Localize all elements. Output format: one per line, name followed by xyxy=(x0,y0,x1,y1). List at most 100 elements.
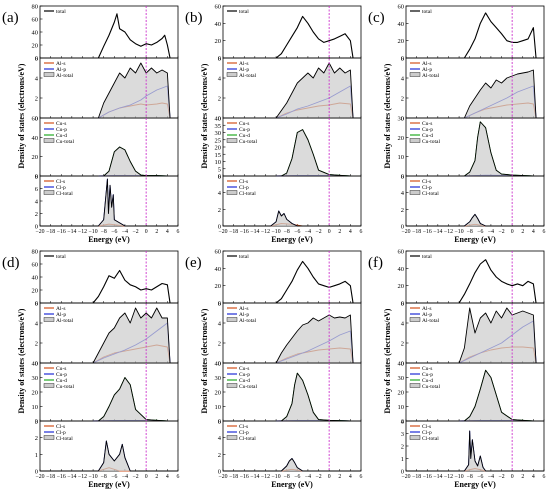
y-tick-label: 2 xyxy=(218,452,221,459)
y-tick-label: 0 xyxy=(218,469,221,476)
x-tick-label: 0 xyxy=(511,474,514,480)
x-tick-label: −10 xyxy=(455,229,464,235)
legend-label: Al-total xyxy=(239,318,257,324)
y-tick-label: 10 xyxy=(32,404,39,411)
y-tick-label: 0 xyxy=(218,361,221,368)
legend-label: Cl-total xyxy=(239,436,256,442)
y-tick-label: 35 xyxy=(215,123,222,130)
series-line xyxy=(92,307,171,364)
x-tick-label: −16 xyxy=(57,474,66,480)
y-tick-label: 2 xyxy=(35,435,38,442)
subplot-total: 0 20 40 60 total xyxy=(398,4,545,63)
legend-label: Cl-p xyxy=(56,430,66,436)
y-tick-label: 0 xyxy=(35,419,38,426)
legend-swatch xyxy=(226,317,238,322)
series-line xyxy=(223,458,361,472)
series-line xyxy=(464,121,534,177)
y-tick-label: 40 xyxy=(215,21,222,28)
y-tick-label: 0 xyxy=(35,224,38,231)
y-tick-label: 8 xyxy=(35,174,38,181)
y-tick-label: 2 xyxy=(401,444,404,451)
x-axis-label: Energy (eV) xyxy=(271,480,313,489)
y-tick-label: 5 xyxy=(218,166,221,173)
x-tick-label: −20 xyxy=(401,474,410,480)
series-line xyxy=(275,62,354,119)
subplot-cl: 0 1 2 3 Cl-sCl-pCl-total xyxy=(35,419,179,476)
x-tick-label: −20 xyxy=(218,229,227,235)
legend-label: Cu-total xyxy=(239,139,257,145)
subplot-total: 0 20 40 60 total xyxy=(398,249,545,308)
panel-a: (a)Density of states (electrons/eV)02040… xyxy=(2,4,180,245)
x-tick-label: −10 xyxy=(455,474,464,480)
x-axis-label: Energy (eV) xyxy=(271,235,313,244)
legend-label: Cu-s xyxy=(422,366,432,372)
y-tick-label: 40 xyxy=(215,361,222,368)
y-tick-label: 0 xyxy=(218,224,221,231)
y-axis-label: Density of states (electrons/eV) xyxy=(383,63,392,168)
x-tick-label: −18 xyxy=(46,474,55,480)
x-tick-label: −4 xyxy=(305,474,311,480)
x-tick-label: −16 xyxy=(57,229,66,235)
x-tick-label: −6 xyxy=(111,474,117,480)
legend-swatch xyxy=(43,72,55,77)
x-tick-label: −20 xyxy=(218,474,227,480)
subplot-total: 0 20 40 60 80 total xyxy=(32,249,179,308)
legend-label: Cl-s xyxy=(422,424,431,430)
y-tick-label: 20 xyxy=(215,390,222,397)
legend-swatch xyxy=(43,383,55,388)
x-tick-label: −8 xyxy=(467,474,473,480)
x-axis-label: Energy (eV) xyxy=(454,480,496,489)
series-line xyxy=(103,146,168,177)
series-fill xyxy=(103,147,168,176)
x-tick-label: 4 xyxy=(349,229,352,235)
series-fill xyxy=(93,308,171,363)
series-fill xyxy=(281,129,351,176)
y-tick-label: 3 xyxy=(35,419,38,426)
legend-label: Cl-p xyxy=(422,430,432,436)
y-tick-label: 0 xyxy=(401,301,404,308)
x-tick-label: 6 xyxy=(177,229,180,235)
legend-swatch xyxy=(43,190,55,195)
panel-label: (e) xyxy=(185,255,202,271)
y-tick-label: 40 xyxy=(215,116,222,123)
x-tick-label: −6 xyxy=(477,474,483,480)
y-tick-label: 20 xyxy=(32,288,39,295)
y-tick-label: 0 xyxy=(218,301,221,308)
y-tick-label: 20 xyxy=(215,38,222,45)
y-tick-label: 6 xyxy=(401,56,405,63)
y-tick-label: 0 xyxy=(35,301,38,308)
y-tick-label: 4 xyxy=(218,321,222,328)
legend-label: total xyxy=(422,254,432,260)
series-line xyxy=(275,260,354,304)
legend-label: Al-s xyxy=(239,61,248,67)
series-line xyxy=(458,307,537,364)
y-tick-label: 0 xyxy=(401,361,404,368)
series-line xyxy=(40,440,178,472)
y-tick-label: 20 xyxy=(215,283,222,290)
x-tick-label: −12 xyxy=(261,229,270,235)
y-tick-label: 30 xyxy=(398,116,405,123)
y-tick-label: 2 xyxy=(35,341,38,348)
legend-swatch xyxy=(226,190,238,195)
y-tick-label: 40 xyxy=(215,266,222,273)
legend-label: Al-s xyxy=(422,306,431,312)
x-tick-label: 4 xyxy=(166,474,169,480)
legend-swatch xyxy=(226,72,238,77)
series-fill xyxy=(464,121,534,176)
x-axis-label: Energy (eV) xyxy=(88,235,130,244)
legend-swatch xyxy=(226,138,238,143)
panel-f: (f)Density of states (electrons/eV)02040… xyxy=(368,249,546,490)
legend-swatch xyxy=(43,435,55,440)
y-tick-label: 6 xyxy=(35,56,39,63)
legend-label: total xyxy=(422,9,432,15)
y-tick-label: 6 xyxy=(35,186,39,193)
legend-label: Cu-p xyxy=(56,127,67,133)
series-fill xyxy=(40,441,178,471)
y-tick-label: 40 xyxy=(398,361,405,368)
subplot-total: 0 20 40 60 total xyxy=(215,249,362,308)
x-tick-label: −6 xyxy=(294,474,300,480)
series-line xyxy=(406,430,544,472)
x-tick-label: −8 xyxy=(467,229,473,235)
x-tick-label: −18 xyxy=(229,474,238,480)
